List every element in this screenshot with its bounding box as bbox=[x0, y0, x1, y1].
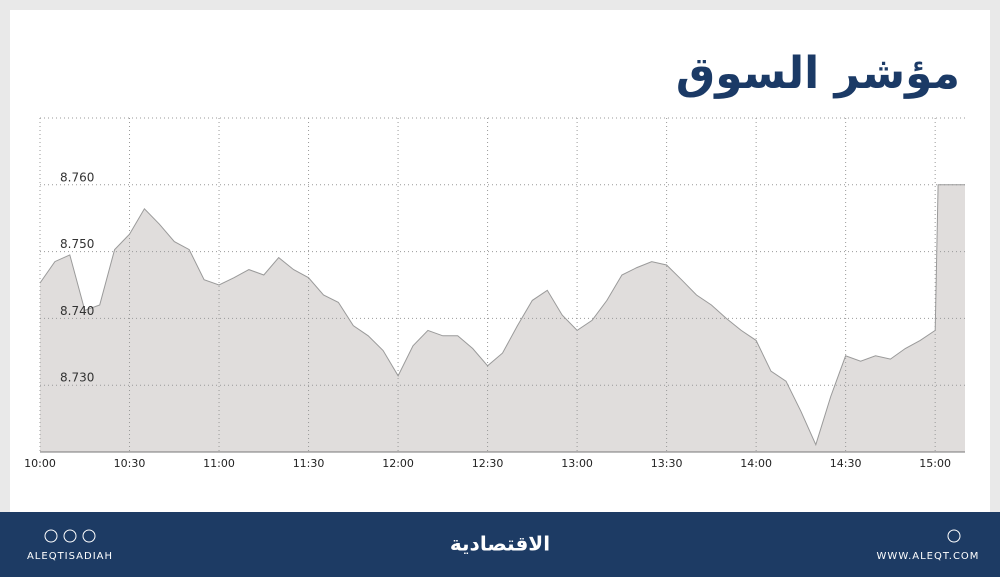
y-tick-label: 8.740 bbox=[60, 304, 94, 318]
x-tick-label: 11:00 bbox=[203, 457, 235, 470]
x-tick-label: 13:00 bbox=[561, 457, 593, 470]
x-tick-label: 10:30 bbox=[114, 457, 146, 470]
icon bbox=[947, 529, 961, 543]
icon bbox=[63, 529, 77, 543]
x-tick-label: 14:00 bbox=[740, 457, 772, 470]
area bbox=[40, 184, 965, 453]
chart-title: مؤشر السوق bbox=[676, 48, 960, 99]
x-tick-label: 12:00 bbox=[382, 457, 414, 470]
x-tick-label: 15:00 bbox=[919, 457, 951, 470]
line bbox=[39, 184, 965, 447]
x-tick-label: 13:30 bbox=[651, 457, 683, 470]
social-icons bbox=[44, 529, 961, 543]
y-tick-label: 8.750 bbox=[60, 237, 94, 251]
icon bbox=[82, 529, 96, 543]
footer-bar bbox=[0, 512, 1000, 577]
footer-left: ALEQTISADIAH bbox=[27, 551, 113, 562]
y-tick-label: 8.760 bbox=[60, 170, 94, 184]
x-tick-label: 12:30 bbox=[472, 457, 504, 470]
icon bbox=[44, 529, 58, 543]
footer-logo: الاقتصادية bbox=[450, 532, 550, 556]
footer-right: WWW.ALEQT.COM bbox=[877, 551, 980, 562]
x-tick-label: 11:30 bbox=[293, 457, 325, 470]
x-tick-label: 14:30 bbox=[830, 457, 862, 470]
y-tick-label: 8.730 bbox=[60, 371, 94, 385]
x-tick-label: 10:00 bbox=[24, 457, 56, 470]
